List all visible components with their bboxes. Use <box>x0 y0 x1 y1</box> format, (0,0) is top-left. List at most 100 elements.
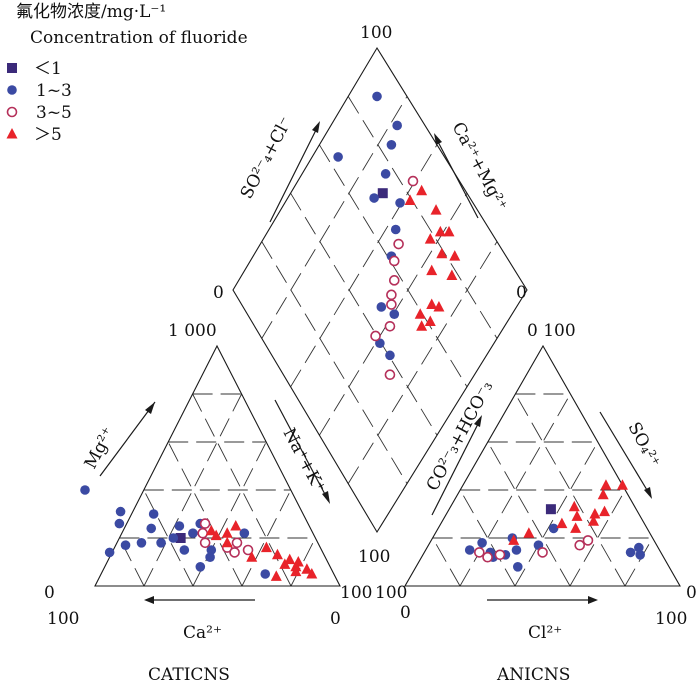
legend-label-lt1: ＜1 <box>34 59 62 79</box>
cation-point-gt5 <box>301 563 313 574</box>
cation-point-1-3 <box>120 540 131 550</box>
so4-arrow <box>599 411 651 496</box>
cation-point-1-3 <box>114 518 125 529</box>
diamond-point-gt5 <box>433 300 445 312</box>
diamond-point-gt5 <box>424 315 436 326</box>
anion-triangle-frame <box>404 344 681 587</box>
cation-point-gt5 <box>284 553 296 565</box>
central-diamond-frame <box>232 46 528 534</box>
diamond-bottom-label: 100 <box>358 547 390 567</box>
cation-point-gt5 <box>270 570 282 581</box>
mg-arrow-head <box>145 402 155 414</box>
cation-point-gt5 <box>205 524 217 536</box>
anion-point-gt5 <box>508 534 520 545</box>
cation-point-lt1 <box>175 533 186 543</box>
anion-point-3-5 <box>482 551 493 563</box>
diamond-point-3-5 <box>386 299 397 310</box>
cation-top-label: 1 000 <box>168 321 217 341</box>
anion-point-1-3 <box>512 562 523 572</box>
legend-label-3-5: 3~5 <box>36 103 72 123</box>
cation-bottom-right: 0 <box>330 609 341 629</box>
cation-point-3-5 <box>199 537 211 549</box>
anion-point-1-3 <box>477 538 487 548</box>
anion-title: ANICNS <box>496 665 570 681</box>
diamond-point-1-3 <box>386 140 397 150</box>
cation-point-3-5 <box>229 547 240 558</box>
axis-arrows <box>99 121 652 604</box>
diamond-point-gt5 <box>443 225 455 237</box>
anion-point-gt5 <box>570 522 582 533</box>
anion-point-3-5 <box>574 539 586 551</box>
anion-point-gt5 <box>588 515 600 526</box>
diamond-point-gt5 <box>426 298 438 310</box>
anion-point-gt5 <box>523 527 535 538</box>
diamond-left-label: 0 <box>213 283 224 303</box>
cation-grid-b <box>241 489 292 587</box>
cation-point-3-5 <box>231 537 243 549</box>
cation-point-1-3 <box>136 538 147 548</box>
cation-point-1-3 <box>195 562 206 572</box>
anion-point-1-3 <box>625 547 636 558</box>
ca-arrow-head <box>144 596 154 604</box>
anion-top-label: 0 100 <box>527 321 576 341</box>
cation-point-1-3 <box>156 538 166 548</box>
cation-point-1-3 <box>206 545 217 555</box>
diamond-point-3-5 <box>407 175 419 187</box>
cation-point-1-3 <box>239 528 250 538</box>
cation-point-3-5 <box>199 518 211 529</box>
anion-point-1-3 <box>548 523 559 534</box>
diamond-right-label: 0 <box>516 283 527 303</box>
cation-point-gt5 <box>306 568 318 579</box>
cation-point-1-3 <box>148 509 159 519</box>
diamond-point-1-3 <box>395 198 405 208</box>
diamond-top-label: 100 <box>360 23 392 43</box>
diamond-point-gt5 <box>404 194 416 205</box>
diamond-point-gt5 <box>424 233 436 244</box>
diamond-point-3-5 <box>370 330 381 342</box>
cation-point-gt5 <box>230 520 242 531</box>
diamond-grid-b <box>261 96 408 339</box>
legend-title-en: Concentration of fluoride <box>30 28 248 48</box>
diamond-point-gt5 <box>416 320 428 331</box>
camg-arrow-head <box>434 133 442 145</box>
data-points <box>80 91 645 581</box>
anion-grid-a <box>515 393 626 587</box>
anion-point-gt5 <box>571 510 583 521</box>
legend-marker-3-5 <box>6 106 18 118</box>
cation-point-1-3 <box>80 485 90 495</box>
diamond-point-1-3 <box>333 152 343 162</box>
anion-point-gt5 <box>616 479 628 490</box>
anion-grid-a <box>487 441 571 587</box>
diamond-point-gt5 <box>434 225 446 237</box>
cation-point-gt5 <box>221 527 233 538</box>
anion-point-3-5 <box>537 547 548 558</box>
so4cl-arrow <box>269 125 319 223</box>
anion-grid-a <box>459 489 516 587</box>
diamond-grid-a <box>290 192 438 436</box>
legend-marker-1-3 <box>7 85 17 95</box>
anion-point-1-3 <box>464 545 475 555</box>
cation-grid-a <box>143 489 194 587</box>
cation-point-gt5 <box>271 548 283 560</box>
legend-marker-gt5 <box>6 128 18 139</box>
anion-bottom-right: 100 <box>655 609 687 629</box>
legend-title-cn: 氟化物浓度/mg·L⁻¹ <box>16 2 166 22</box>
anion-point-gt5 <box>589 508 601 519</box>
cation-point-gt5 <box>210 529 222 541</box>
co3-arrow-head <box>474 415 482 427</box>
diamond-point-1-3 <box>376 302 387 312</box>
cation-point-gt5 <box>292 556 304 567</box>
anion-point-gt5 <box>597 488 609 500</box>
cation-point-1-3 <box>115 506 126 517</box>
nak-axis-label: Na⁺+K⁺ <box>279 425 329 496</box>
diamond-point-3-5 <box>386 289 397 301</box>
diamond-point-1-3 <box>389 309 400 320</box>
anion-point-gt5 <box>599 505 611 517</box>
diamond-point-3-5 <box>384 369 396 381</box>
diamond-point-gt5 <box>436 247 448 259</box>
so4cl-axis-label: SO²⁻₄+Cl⁻ <box>237 114 297 203</box>
anion-point-3-5 <box>494 549 506 561</box>
cation-bottom-left: 100 <box>47 609 79 629</box>
diamond-point-gt5 <box>449 250 461 261</box>
